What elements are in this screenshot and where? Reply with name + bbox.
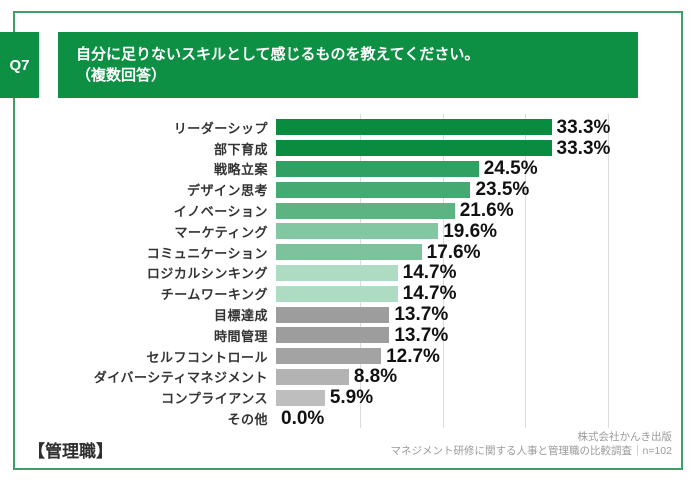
chart-row: セルフコントロール 12.7% [0,346,700,367]
value-label: 23.5% [475,179,530,201]
chart-row: 戦略立案 24.5% [0,159,700,180]
chart-row: 部下育成 33.3% [0,138,700,159]
chart-row: ロジカルシンキング 14.7% [0,263,700,284]
category-label: チームワーキング [160,287,268,303]
bar [276,244,422,261]
category-label: デザイン思考 [186,183,268,199]
chart-row: マーケティング 19.6% [0,221,700,242]
category-label: イノベーション [173,204,268,220]
gridline-20 [442,114,444,428]
category-label: セルフコントロール [146,349,268,365]
bar [276,202,455,219]
gridline-40 [608,114,609,428]
category-label: 戦略立案 [213,162,268,178]
bar [276,223,439,240]
category-label: 部下育成 [213,141,268,157]
chart-row: イノベーション 21.6% [0,200,700,221]
question-title-line1: 自分に足りないスキルとして感じるものを教えてください。 [76,46,480,63]
chart-row: リーダーシップ 33.3% [0,117,700,138]
value-label: 33.3% [556,116,611,138]
category-label: コミュニケーション [146,245,268,261]
value-label: 14.7% [402,283,457,305]
value-label: 12.7% [386,345,440,367]
category-label: 時間管理 [213,328,268,344]
bar-chart: リーダーシップ 33.3% 部下育成 33.3% 戦略立案 24.5% デザイン思考 23.5… [0,117,700,429]
question-number: Q7 [9,56,30,74]
bar [276,285,398,302]
value-label: 24.5% [483,158,538,180]
chart-row: コンプライアンス 5.9% [0,387,700,408]
value-label: 13.7% [394,324,449,346]
group-label: 【管理職】 [28,442,113,461]
category-label: ダイバーシティマネジメント [93,370,268,386]
value-label: 14.7% [402,262,457,284]
value-label: 5.9% [329,387,374,409]
category-label: マーケティング [174,224,268,240]
question-title-line2: （複数回答） [76,67,167,84]
value-label: 19.6% [443,220,498,242]
chart-row: デザイン思考 23.5% [0,179,700,200]
category-label: 目標達成 [213,308,268,324]
bar [276,327,390,344]
chart-row: 時間管理 13.7% [0,325,700,346]
value-label: 33.3% [556,137,611,159]
bar [276,181,471,198]
question-header: 自分に足りないスキルとして感じるものを教えてください。 （複数回答） [58,32,638,98]
category-label: リーダーシップ [173,120,268,136]
value-label: 13.7% [394,304,449,326]
value-label: 8.8% [353,366,398,388]
chart-row: その他 0.0% [0,408,700,429]
source-note: 株式会社かんき出版 マネジメント研修に関する人事と管理職の比較調査｜n=102 [391,430,673,458]
bar [276,348,382,365]
chart-row: ダイバーシティマネジメント 8.8% [0,367,700,388]
chart-row: コミュニケーション 17.6% [0,242,700,263]
bar [276,264,398,281]
gridline-30 [525,114,527,428]
value-label: 21.6% [459,200,514,222]
bar [276,160,479,177]
bar [276,119,552,136]
bar [276,140,552,157]
chart-row: 目標達成 13.7% [0,304,700,325]
bar [276,389,325,406]
category-label: その他 [227,412,268,428]
bar [276,368,349,385]
chart-row: チームワーキング 14.7% [0,283,700,304]
category-label: コンプライアンス [161,391,268,407]
page-border [13,11,683,470]
source-survey: マネジメント研修に関する人事と管理職の比較調査｜n=102 [390,445,673,457]
value-label: 17.6% [426,241,481,263]
value-label: 0.0% [281,408,325,430]
bar [276,306,390,323]
question-number-badge: Q7 [0,32,39,98]
source-company: 株式会社かんき出版 [577,431,673,443]
category-label: ロジカルシンキング [146,266,268,282]
